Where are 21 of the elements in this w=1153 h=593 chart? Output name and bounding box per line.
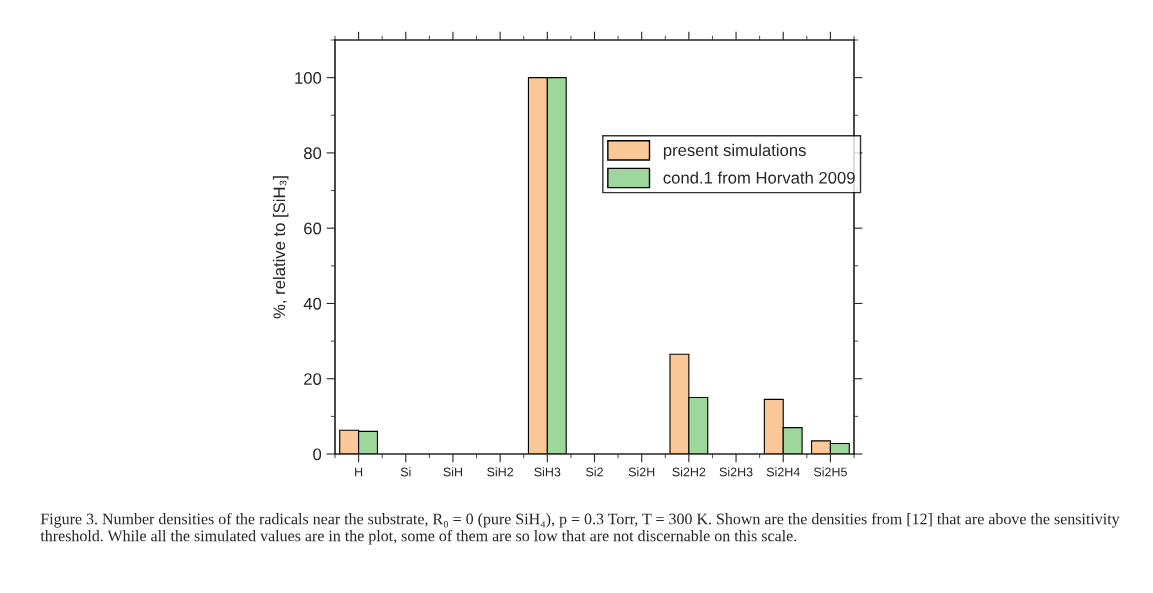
y-tick-label: 80 (303, 147, 322, 160)
x-tick-label: Si2H4 (766, 467, 800, 477)
x-tick-label: Si (400, 467, 411, 477)
legend-label: present simulations (663, 143, 806, 160)
x-tick-label: SiH3 (534, 467, 561, 477)
x-tick-label: Si2H3 (719, 467, 753, 477)
y-tick-label: 0 (313, 448, 322, 461)
y-tick-label: 20 (304, 373, 322, 385)
y-tick-label: 60 (304, 222, 322, 235)
caption: Figure 3. Number densities of the radicals near the substrate, R₀ = 0 (pure SiH₄), p = 0.3 Torr, T = 300 K. Shown are the densities from [12] that are above the sensitivity threshold. While all the simulated values are in the plot, some of them are so low that are not discernable on this scale. (40, 512, 1120, 545)
x-tick-label: Si2H2 (672, 467, 706, 477)
x-tick-label: SiH2 (487, 467, 514, 477)
x-tick-label: Si2 (586, 467, 603, 477)
x-tick-label: H (355, 467, 363, 477)
legend-label: cond.1 from Horvath 2009 (663, 171, 855, 184)
y-axis-title: %, relative to [SiH₃] (272, 176, 289, 319)
y-tick-label: 100 (295, 72, 322, 84)
x-tick-label: Si2H (628, 467, 655, 477)
y-tick-label: 40 (303, 297, 322, 310)
x-tick-label: SiH (443, 467, 463, 477)
x-tick-label: Si2H5 (813, 467, 847, 477)
